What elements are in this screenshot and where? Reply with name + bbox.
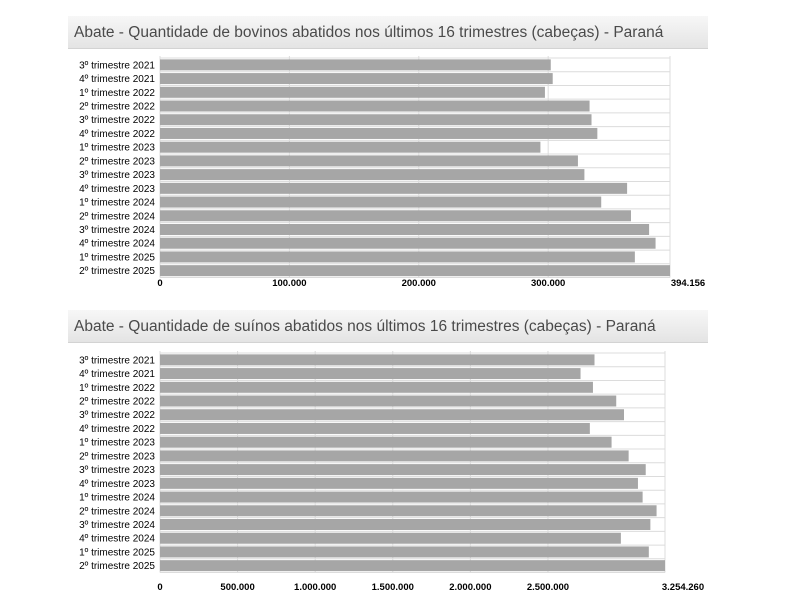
bar: [160, 395, 617, 407]
category-label: 1º trimestre 2023: [79, 143, 155, 154]
bar: [160, 86, 545, 98]
bar: [160, 519, 651, 530]
bar: [160, 155, 578, 167]
category-label: 2º trimestre 2023: [79, 156, 155, 167]
bovinos-bar-chart: 3º trimestre 2021 4º trimestre 2021 1º tri…: [79, 56, 705, 289]
bar: [160, 141, 541, 153]
bar: [160, 368, 581, 380]
tick-label: 300.000: [531, 278, 565, 289]
bar: [160, 505, 657, 517]
chart-title: Abate - Quantidade de suínos abatidos no…: [68, 310, 708, 343]
bar: [160, 127, 598, 139]
bar: [160, 409, 624, 421]
category-label: 4º trimestre 2023: [79, 184, 155, 195]
suinos-bar-chart: 3º trimestre 2021 4º trimestre 2021 1º tri…: [79, 351, 704, 593]
category-label: 3º trimestre 2024: [79, 520, 155, 531]
bar: [160, 546, 649, 558]
category-label: 1º trimestre 2025: [79, 252, 155, 263]
bar: [160, 237, 656, 249]
tick-label: 394.156: [671, 278, 705, 289]
bar: [160, 450, 629, 462]
tick-label: 2.000.000: [449, 582, 491, 593]
bar: [160, 169, 585, 181]
category-label: 2º trimestre 2023: [79, 451, 155, 462]
bar: [160, 196, 602, 208]
bar: [160, 436, 612, 448]
category-label: 4º trimestre 2022: [79, 129, 155, 140]
tick-label: 2.500.000: [527, 582, 569, 593]
category-label: 2º trimestre 2022: [79, 102, 155, 113]
bar: [160, 224, 650, 235]
category-label: 4º trimestre 2021: [79, 369, 155, 380]
category-label: 1º trimestre 2023: [79, 438, 155, 449]
bar: [160, 381, 593, 393]
category-label: 2º trimestre 2025: [79, 561, 155, 572]
bar: [160, 491, 643, 503]
category-label: 4º trimestre 2024: [79, 239, 155, 250]
tick-label: 200.000: [402, 278, 436, 289]
category-label: 3º trimestre 2022: [79, 410, 155, 421]
bar: [160, 73, 553, 85]
category-label: 3º trimestre 2022: [79, 115, 155, 126]
tick-label: 1.500.000: [372, 582, 414, 593]
tick-label: 100.000: [272, 278, 306, 289]
bar: [160, 114, 592, 126]
bar: [160, 210, 631, 222]
category-label: 3º trimestre 2021: [79, 60, 155, 71]
category-label: 1º trimestre 2022: [79, 88, 155, 99]
tick-label: 500.000: [220, 582, 254, 593]
category-label: 1º trimestre 2024: [79, 493, 155, 504]
category-label: 4º trimestre 2024: [79, 534, 155, 545]
category-label: 1º trimestre 2024: [79, 198, 155, 209]
category-label: 2º trimestre 2022: [79, 397, 155, 408]
bovinos-chart-panel: Abate - Quantidade de bovinos abatidos n…: [68, 16, 710, 296]
bar: [160, 59, 551, 71]
tick-label: 0: [157, 278, 162, 289]
category-label: 2º trimestre 2024: [79, 211, 155, 222]
category-label: 3º trimestre 2021: [79, 355, 155, 366]
category-label: 3º trimestre 2023: [79, 170, 155, 181]
bar: [160, 532, 621, 544]
bar: [160, 100, 590, 112]
category-label: 2º trimestre 2025: [79, 266, 155, 277]
category-label: 4º trimestre 2022: [79, 424, 155, 435]
bar: [160, 354, 595, 366]
bar: [160, 477, 638, 489]
category-label: 4º trimestre 2023: [79, 479, 155, 490]
category-label: 2º trimestre 2024: [79, 506, 155, 517]
bar: [160, 265, 670, 277]
category-label: 3º trimestre 2024: [79, 225, 155, 236]
bar: [160, 251, 635, 263]
category-label: 3º trimestre 2023: [79, 465, 155, 476]
bar: [160, 422, 590, 434]
bar: [160, 560, 665, 572]
category-label: 1º trimestre 2025: [79, 547, 155, 558]
tick-label: 0: [157, 582, 162, 593]
tick-label: 3.254.260: [662, 582, 704, 593]
suinos-chart-panel: Abate - Quantidade de suínos abatidos no…: [68, 310, 710, 600]
bar: [160, 182, 628, 194]
chart-title: Abate - Quantidade de bovinos abatidos n…: [68, 16, 708, 49]
category-label: 4º trimestre 2021: [79, 74, 155, 85]
tick-label: 1.000.000: [294, 582, 336, 593]
category-label: 1º trimestre 2022: [79, 383, 155, 394]
bar: [160, 464, 646, 476]
